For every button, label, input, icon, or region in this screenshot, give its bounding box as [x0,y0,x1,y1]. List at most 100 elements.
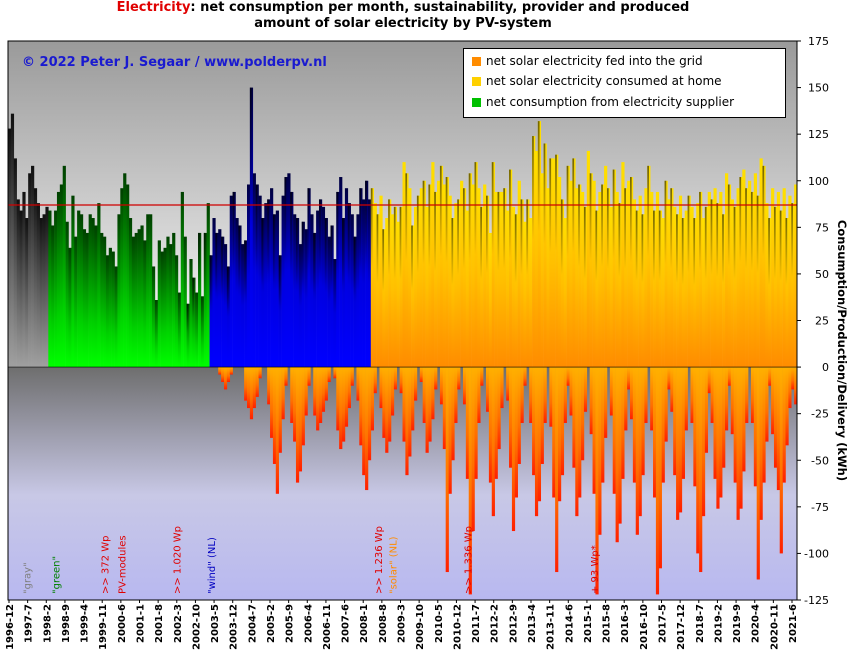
delivery-bar [578,367,582,498]
consumption-shade [244,240,246,298]
delivery-bar [313,367,317,416]
delivery-bar [270,367,274,438]
delivery-bar [344,367,349,427]
consumption-bar [742,169,746,368]
delivery-bar [411,367,415,431]
delivery-bar [488,367,493,483]
y-tick-label: 125 [808,128,829,141]
consumption-bar [465,210,470,368]
consumption-bar [753,173,757,368]
consumption-bar [451,218,455,368]
delivery-bar [229,367,233,375]
delivery-bar [327,367,331,382]
consumption-bar [333,259,337,368]
delivery-bar [428,367,432,442]
consumption-bar [235,218,239,368]
delivery-bar [402,367,406,442]
consumption-shade [382,229,385,292]
consumption-bar [483,184,487,368]
consumption-shade [416,195,419,273]
delivery-bar [604,367,608,438]
consumption-shade [595,210,598,281]
consumption-bar [218,229,222,368]
consumption-bar [454,203,458,368]
consumption-bar [321,206,326,368]
delivery-bar [572,367,576,468]
consumption-bar [713,188,717,368]
delivery-bar [629,367,634,420]
consumption-bar [169,244,173,368]
delivery-bar [480,367,484,386]
delivery-bar [249,367,254,420]
consumption-bar [258,195,262,368]
consumption-bar [313,232,317,368]
consumption-shade [532,136,534,240]
delivery-bar [408,367,412,457]
consumption-shade [209,255,212,306]
delivery-bar [509,367,513,468]
delivery-bar [739,367,743,509]
consumption-bar [445,177,449,368]
consumption-shade [278,255,281,306]
consumption-bar [385,218,389,368]
x-tick-label: 2019-2 [713,604,724,643]
consumption-bar [552,158,556,368]
delivery-bar [477,367,481,423]
consumption-shade [422,180,425,265]
consumption-bar [278,255,282,368]
consumption-bar [56,191,61,368]
delivery-bar [244,367,248,401]
consumption-shade [330,225,333,290]
delivery-bar [635,367,639,535]
consumption-bar [460,180,464,368]
consumption-bar [762,165,766,368]
legend-label-grid: net solar electricity fed into the grid [486,54,703,68]
delivery-bar [494,367,498,479]
delivery-bar [661,367,665,483]
consumption-bar [105,255,110,368]
delivery-bar [641,367,645,476]
consumption-bar [272,214,277,368]
x-tick-label: 2006-4 [303,604,314,643]
x-tick-label: 2005-9 [285,604,296,643]
delivery-bar [457,367,461,390]
consumption-shade [681,218,684,286]
consumption-bar [198,232,202,368]
consumption-bar [555,154,559,368]
consumption-shade [537,121,540,232]
consumption-bar [226,266,231,368]
delivery-bar [655,367,660,595]
consumption-bar [31,165,35,368]
consumption-bar [356,214,360,368]
consumption-bar [788,195,792,368]
legend-item-supplier: net consumption from electricity supplie… [472,93,734,111]
x-tick-label: 2004-7 [247,604,258,643]
consumption-bar [151,266,156,368]
y-tick-label: -125 [804,594,829,607]
y-tick-label: 175 [808,35,829,48]
delivery-bar [575,367,579,517]
consumption-bar [560,199,565,368]
consumption-shade [301,221,304,288]
delivery-bar [419,367,423,382]
delivery-bar [365,367,369,491]
x-tick-label: 1999-4 [80,604,91,643]
consumption-bar [439,165,444,368]
delivery-bar [514,367,518,498]
consumption-shade [198,232,200,294]
consumption-bar [373,203,377,368]
delivery-bar [537,367,542,502]
consumption-bar [376,214,380,368]
consumption-bar [128,218,133,368]
delivery-bar [722,367,726,468]
x-tick-label: 2017-12 [676,604,687,650]
consumption-bar [175,255,179,368]
consumption-shade [267,199,269,275]
consumption-shade [601,184,603,267]
consumption-shade [307,188,310,269]
delivery-bar [333,367,337,379]
delivery-bar [583,367,588,412]
consumption-bar [719,191,723,368]
consumption-bar [200,296,205,368]
delivery-bar [373,367,377,394]
